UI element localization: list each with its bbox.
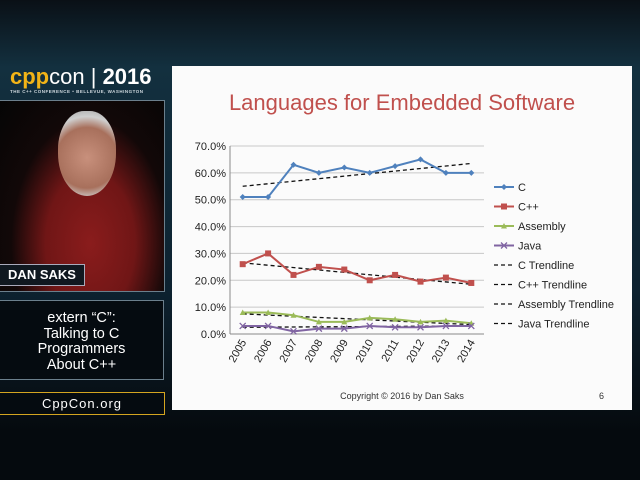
data-point [392,316,399,322]
data-point [391,323,399,331]
data-point [501,223,507,229]
data-point [265,309,272,316]
data-point [290,161,297,168]
data-point [290,271,297,278]
data-point [264,322,272,330]
talk-title-line: Talking to C [43,325,120,342]
data-point [366,314,373,321]
data-point [239,309,246,316]
series-line [242,324,472,333]
data-point [468,279,475,286]
logo-con: con [49,64,85,89]
legend-label: Assembly [518,221,566,233]
data-point [468,169,475,176]
y-tick-label: 0.0% [201,329,226,341]
trendline [242,262,472,285]
x-tick-label: 2007 [277,338,300,365]
data-point [366,169,373,176]
data-point [417,156,424,163]
logo-year: 2016 [102,64,152,89]
data-point [442,274,449,281]
x-tick-label: 2009 [328,338,351,365]
site-url: CppCon.org [0,392,165,415]
legend-label: C++ [518,202,539,214]
speaker-name: DAN SAKS [0,264,85,286]
y-tick-label: 60.0% [195,168,226,180]
legend-label: Assembly Trendline [518,299,614,311]
y-tick-label: 10.0% [195,302,226,314]
data-point [340,325,348,333]
data-point [341,266,348,273]
data-point [442,169,449,176]
y-tick-label: 70.0% [195,141,226,153]
x-tick-label: 2014 [455,338,478,365]
talk-title-line: extern “C”: [47,310,116,326]
x-tick-label: 2011 [379,338,401,364]
data-point [290,327,297,335]
logo-cpp: cpp [10,64,50,89]
talk-title-line: About C++ [46,356,117,373]
data-point [501,203,507,210]
data-point [239,194,246,201]
x-tick-label: 2005 [227,338,250,365]
data-point [500,242,508,249]
cppcon-logo: cppcon | 2016 [10,64,152,90]
data-point [417,278,424,285]
x-tick-label: 2008 [303,338,326,365]
y-tick-label: 40.0% [195,222,226,234]
y-tick-label: 30.0% [195,248,226,260]
x-tick-label: 2006 [252,338,275,365]
y-tick-label: 20.0% [195,275,226,287]
data-point [366,277,373,284]
data-point [467,322,475,330]
data-point [366,322,374,330]
data-point [315,318,322,325]
legend-label: C Trendline [518,260,574,272]
data-point [341,318,348,325]
chart: 0.0% 10.0% 20.0% 30.0% 40.0% 50.0% 60.0% 70.0% 2… [195,141,614,365]
data-point [417,318,424,325]
series-line [242,311,472,325]
data-point [315,263,322,270]
legend-label: C [518,182,526,194]
data-point [417,323,424,331]
speaker-head [58,111,116,196]
data-point [315,325,323,333]
data-point [265,194,272,201]
data-point [442,322,450,330]
legend-label: Java [518,241,542,253]
talk-title: extern “C”: Talking to C Programmers Abo… [0,300,164,380]
legend-label: Java Trendline [518,319,590,331]
data-point [290,312,297,318]
data-point [501,184,507,190]
data-point [341,164,348,171]
data-point [442,317,449,324]
legend-label: C++ Trendline [518,280,587,292]
slide-title: Languages for Embedded Software [228,90,576,115]
data-point [239,261,246,268]
x-tick-label: 2010 [354,338,377,365]
data-point [265,250,272,257]
copyright: Copyright © 2016 by Dan Saks [340,391,464,401]
series-line [242,158,472,199]
talk-title-line: Programmers [37,341,126,357]
data-point [392,163,399,170]
data-point [392,271,399,278]
tagline: THE C++ CONFERENCE • BELLEVUE, WASHINGTO… [10,89,144,94]
speaker-video [0,100,165,292]
trendline [242,162,472,187]
data-point [315,169,322,176]
data-point [239,322,247,330]
page-number: 6 [599,391,605,401]
slide: Languages for Embedded Software 0.0% 10.0… [172,66,632,410]
y-tick-label: 50.0% [195,195,226,207]
x-tick-label: 2012 [404,338,427,365]
series-line [242,252,472,284]
x-tick-label: 2013 [430,338,453,365]
logo-sep: | [84,64,103,89]
